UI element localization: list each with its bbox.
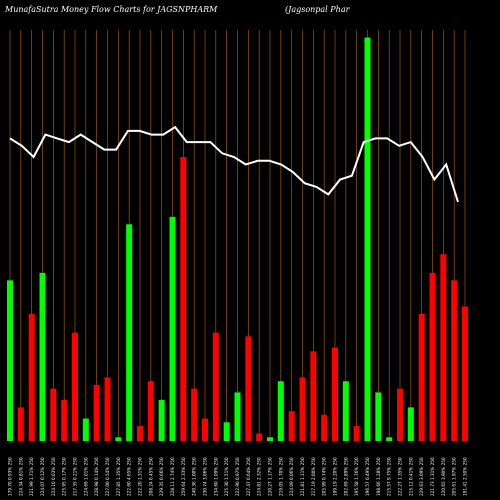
x-tick-label: 227.47 0.64% 250 [246, 457, 251, 496]
x-tick-label: 259.64 2.33% 250 [181, 457, 186, 496]
x-tick-label: 224.69 1.01% 250 [83, 457, 88, 496]
money-flow-bar [61, 399, 68, 441]
money-flow-bar [267, 437, 273, 441]
money-flow-bar [104, 377, 111, 441]
x-tick-label: 205.61 1.97% 250 [452, 457, 457, 496]
money-flow-bar [407, 407, 414, 441]
money-flow-line [9, 125, 459, 203]
money-flow-bar [234, 392, 241, 441]
x-tick-label: 222.60 4.65% 250 [127, 457, 132, 496]
x-tick-label: 195.58 1.76% 250 [354, 457, 359, 496]
money-flow-bar [126, 224, 133, 441]
x-tick-label: 198.66 1.28% 250 [376, 457, 381, 496]
money-flow-bar [137, 426, 143, 441]
money-flow-bar [397, 388, 403, 441]
money-flow-bar [418, 313, 425, 441]
x-tick-label: 224.34 0.81% 250 [18, 457, 23, 496]
x-tick-label: 224.07 0.12% 250 [40, 457, 45, 496]
x-tick-label: 227.85 1.35% 250 [116, 457, 121, 496]
money-flow-bar [462, 306, 468, 441]
money-flow-bar [147, 381, 154, 441]
x-tick-label: 221.81 1.11% 250 [300, 457, 305, 496]
money-flow-bar [299, 377, 306, 441]
money-flow-bar [180, 157, 187, 441]
chart-subtitle: (Jagsonpal Phar [285, 5, 351, 14]
x-tick-label: 234.60 1.09% 250 [213, 457, 218, 496]
money-flow-bar [93, 384, 100, 441]
x-tick-label: 224.81 2.32% 250 [257, 457, 262, 496]
x-tick-label: 222.90 0.97% 250 [235, 457, 240, 496]
money-flow-bar [191, 388, 198, 441]
x-tick-label: 228.11 2.74% 250 [170, 457, 175, 496]
x-tick-label: 228.98 0.14% 250 [94, 457, 99, 496]
money-flow-bar [17, 407, 24, 441]
money-flow-bar [28, 313, 35, 441]
money-flow-bar [158, 399, 165, 441]
x-tick-label: 217.19 2.00% 250 [311, 457, 316, 496]
money-flow-bar [223, 422, 230, 441]
x-tick-label: 215.12 0.41% 250 [408, 457, 413, 496]
money-flow-bar [375, 392, 382, 441]
x-tick-label: 217.35 0.21% 250 [73, 457, 78, 496]
x-tick-label: 230.74 3.06% 250 [203, 457, 208, 496]
x-tick-label: 202.69 2.89% 250 [343, 457, 348, 496]
x-tick-label: 222.27 1.35% 250 [398, 457, 403, 496]
money-flow-bar [310, 351, 317, 441]
money-flow-bar [288, 411, 295, 441]
x-tick-label: 221.99 1.71% 250 [29, 457, 34, 496]
x-tick-label: 205.99 0.74% 250 [322, 457, 327, 496]
money-flow-bar [277, 381, 284, 441]
money-flow-bar [451, 280, 458, 441]
money-flow-bar [202, 418, 208, 441]
money-flow-bar [39, 272, 46, 441]
x-tick-label: 179.70 0.93% 250 [8, 457, 13, 496]
x-tick-label: 224.10 0.03% 250 [51, 457, 56, 496]
money-flow-bar [342, 381, 349, 441]
x-tick-label: 220.65 3.90% 250 [441, 457, 446, 496]
x-tick-label: 196.57 0.49% 250 [365, 457, 370, 496]
money-flow-bar [386, 437, 393, 441]
money-flow-bar [353, 426, 360, 441]
x-axis-labels: 179.70 0.93% 250 224.34 0.81% 250 221.99 1… [8, 457, 468, 496]
x-tick-label: 208.24 0.45% 250 [148, 457, 153, 496]
money-flow-bar [440, 254, 447, 441]
chart-title: MunafaSutra Money Flow Charts for JAGSNP… [4, 5, 218, 14]
money-flow-bar [169, 216, 176, 441]
money-flow-bar [364, 37, 371, 442]
money-flow-bar [7, 280, 13, 441]
money-flow-bar [256, 433, 263, 441]
x-tick-label: 229.35 0.66% 250 [159, 457, 164, 496]
x-tick-label: 219.05 1.70% 250 [278, 457, 283, 496]
money-flow-bar [72, 332, 78, 441]
money-flow-bar [429, 272, 436, 441]
money-flow-bar [332, 347, 338, 441]
money-flow-bar [321, 414, 328, 441]
chart-bars [7, 37, 468, 442]
money-flow-bar [212, 332, 219, 441]
x-tick-label: 225.30 1.51% 250 [224, 457, 229, 496]
x-tick-label: 199.19 2.20% 250 [333, 457, 338, 496]
x-tick-label: 229.63 3.09% 250 [419, 457, 424, 496]
x-tick-label: 215.57 9.75% 250 [387, 457, 392, 496]
money-flow-bar [82, 418, 89, 441]
money-flow-bar [115, 437, 122, 441]
x-tick-label: 227.00 0.54% 250 [105, 457, 110, 496]
x-tick-label: 221.73 1.31% 250 [430, 457, 435, 496]
x-tick-label: 222.20 1.31% 250 [138, 457, 143, 496]
x-tick-label: 220.27 1.17% 250 [268, 457, 273, 496]
x-tick-label: 224.09 0.06% 250 [289, 457, 294, 496]
x-tick-label: 225.95 0.17% 250 [62, 457, 67, 496]
x-tick-label: 240.36 1.00% 250 [192, 457, 197, 496]
money-flow-bar [245, 336, 252, 441]
x-tick-label: 191.41 2.50% 250 [463, 457, 468, 496]
money-flow-bar [50, 388, 57, 441]
